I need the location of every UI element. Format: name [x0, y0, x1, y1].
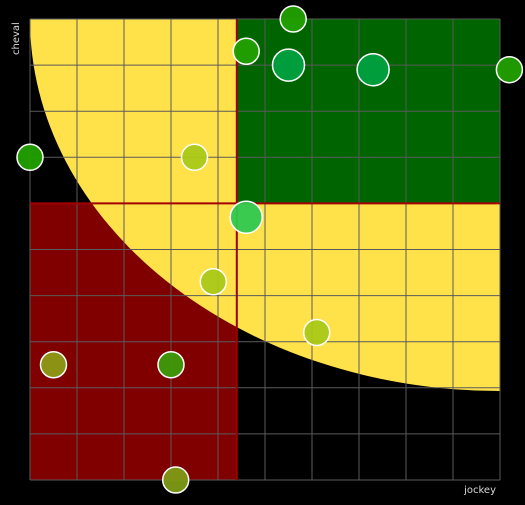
x-axis-label: jockey — [463, 485, 496, 496]
data-point-11 — [39, 351, 68, 379]
data-point-3 — [232, 37, 260, 66]
y-axis-label: cheval — [11, 22, 22, 55]
data-points — [16, 5, 524, 494]
data-point-2 — [271, 48, 306, 82]
data-point-9 — [199, 268, 228, 296]
data-point-4 — [356, 52, 390, 87]
grid-lines — [29, 18, 501, 481]
data-point-7 — [180, 143, 209, 172]
data-point-12 — [157, 351, 185, 379]
data-point-5 — [495, 55, 524, 84]
data-point-10 — [302, 318, 331, 347]
data-point-13 — [161, 466, 190, 494]
data-point-1 — [279, 5, 307, 33]
data-point-8 — [229, 200, 263, 234]
data-point-6 — [16, 143, 44, 172]
